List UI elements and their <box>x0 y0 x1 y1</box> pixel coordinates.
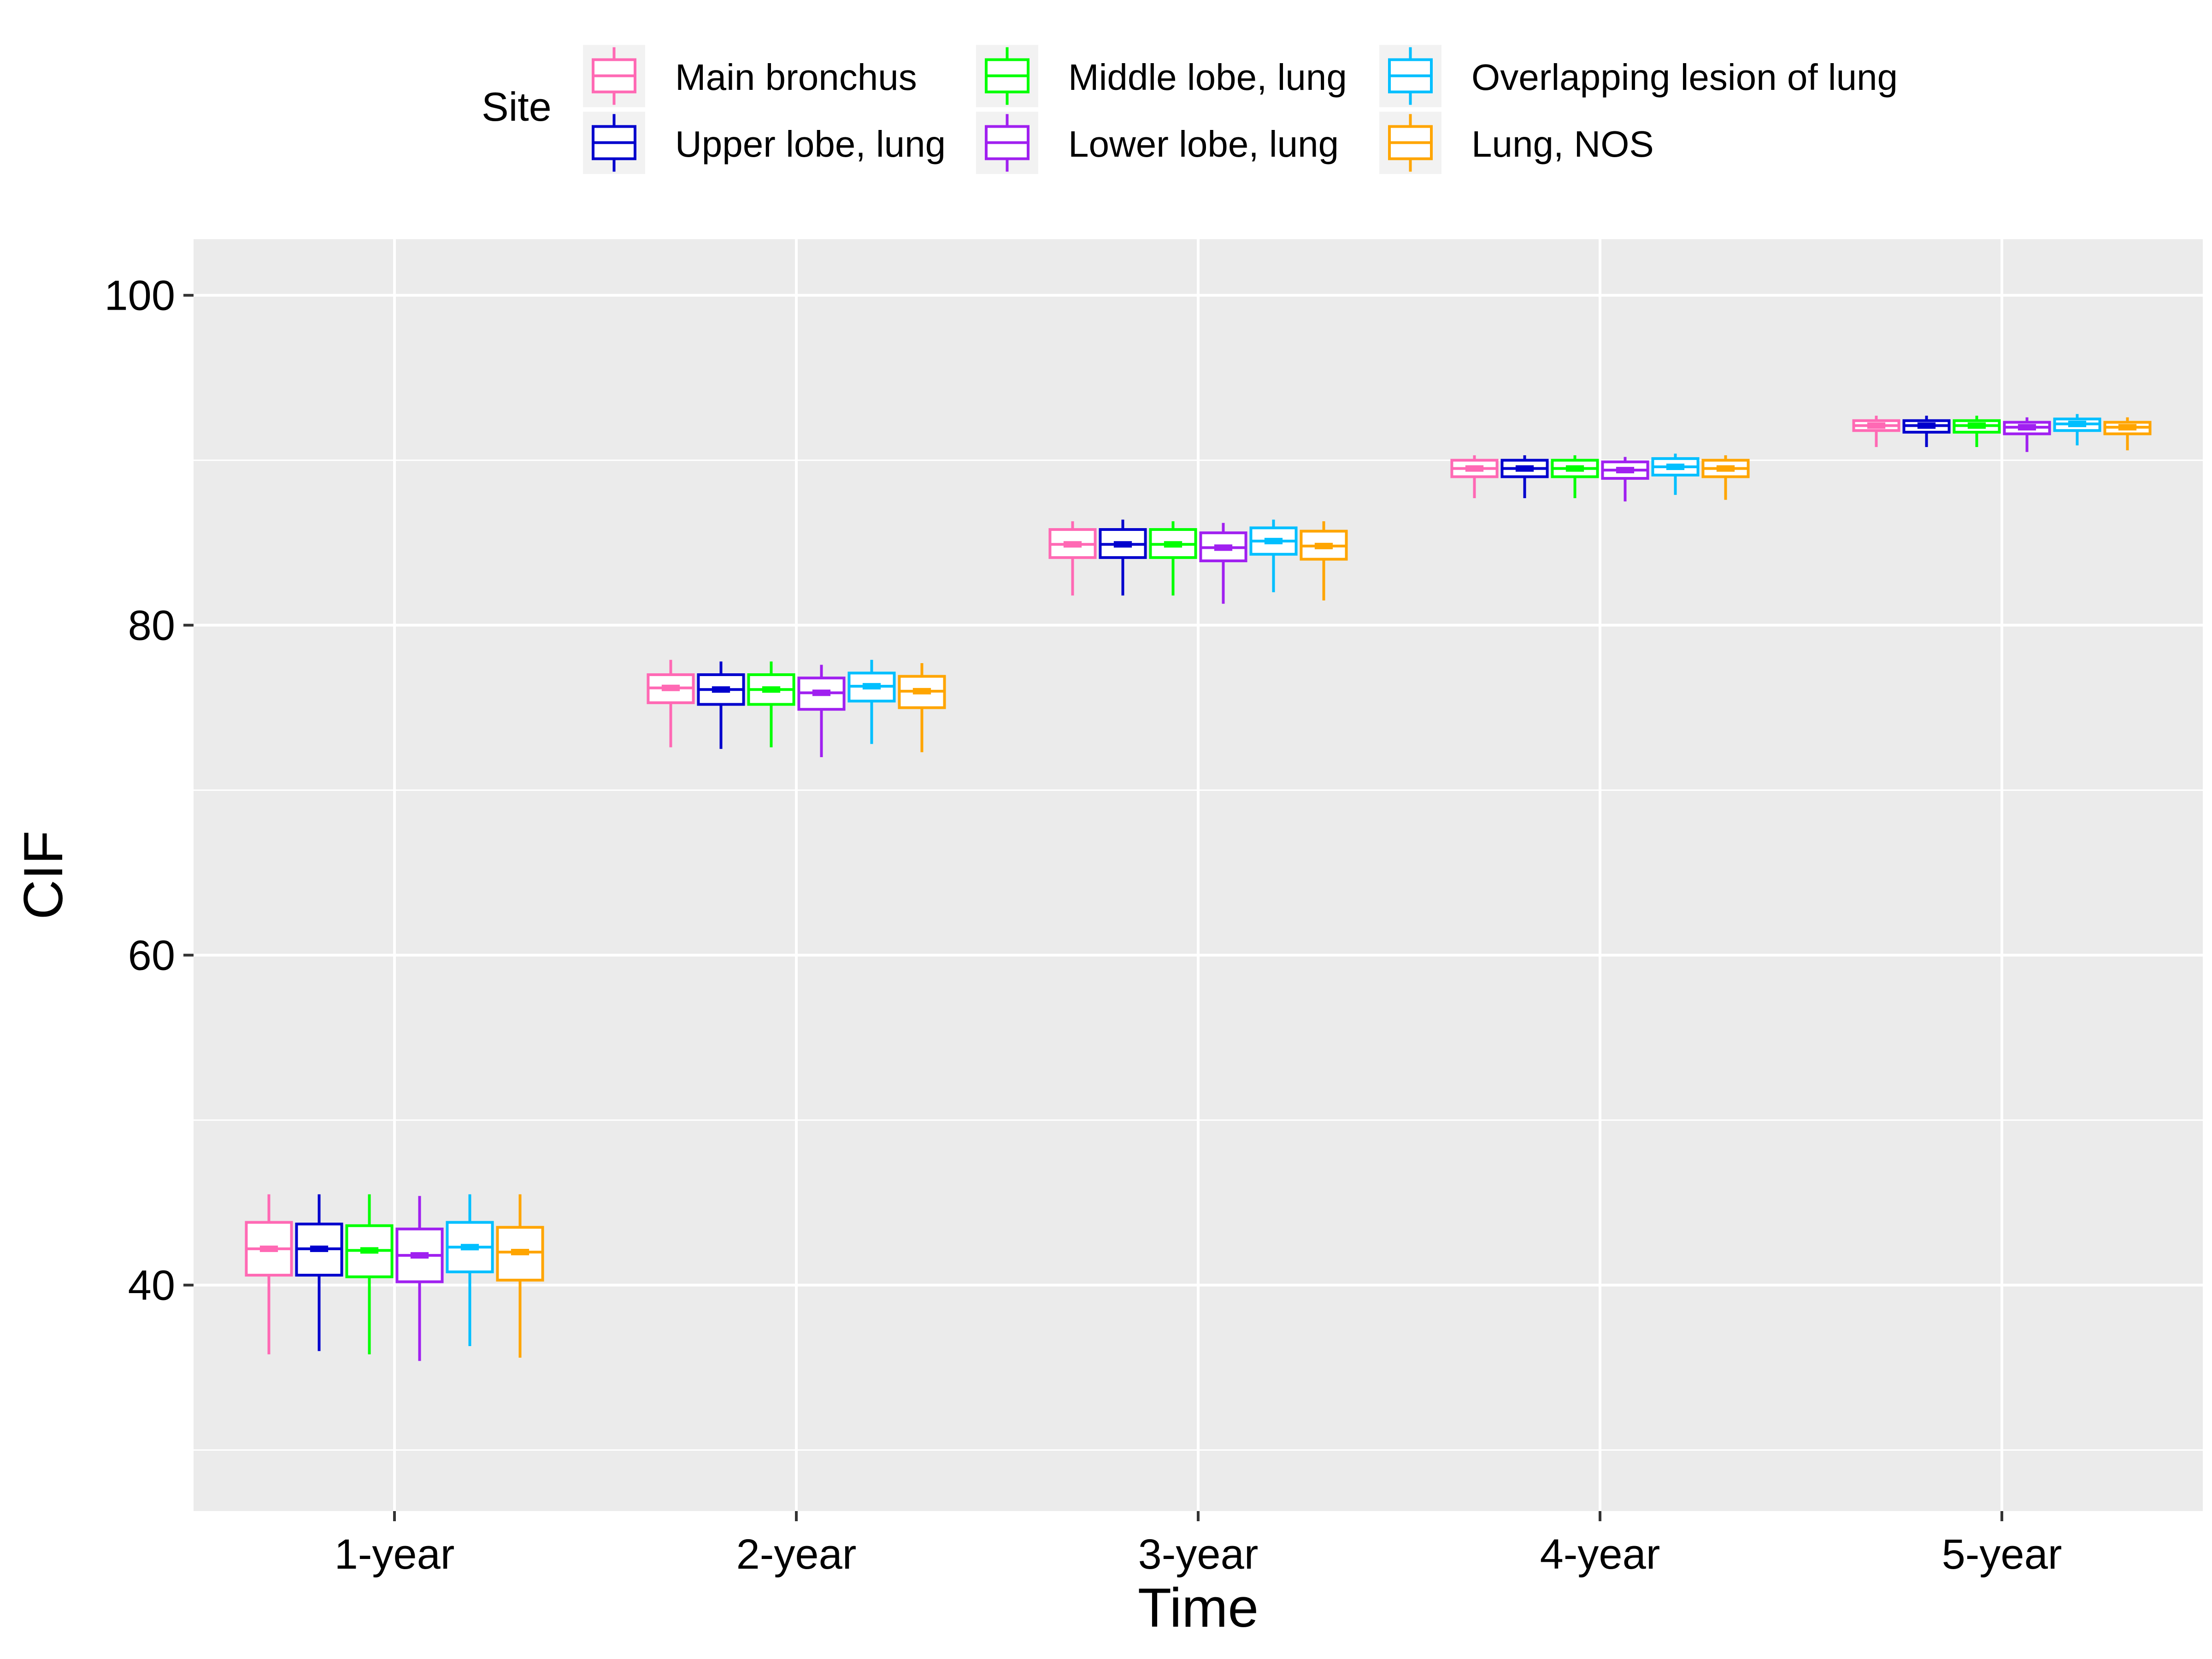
box-2-0 <box>1048 521 1097 596</box>
y-axis-title: CIF <box>12 830 74 919</box>
box-0-5 <box>496 1194 544 1358</box>
y-tick-label: 100 <box>105 272 176 319</box>
box-1-3 <box>797 665 846 758</box>
legend-item: Middle lobe, lung <box>976 45 1347 107</box>
box-3-3 <box>1601 457 1649 502</box>
box-3-0 <box>1450 455 1499 499</box>
box-2-3 <box>1199 523 1247 604</box>
box-2-5 <box>1300 521 1348 600</box>
legend-label: Lung, NOS <box>1471 124 1654 165</box>
legend-label: Upper lobe, lung <box>675 124 946 165</box>
boxes-layer <box>245 414 2152 1361</box>
box-2-2 <box>1149 521 1197 596</box>
x-axis-title: Time <box>1138 1577 1259 1639</box>
box-4-0 <box>1852 416 1900 447</box>
box-3-5 <box>1701 455 1750 500</box>
grid-major <box>194 239 2203 1511</box>
legend-item: Main bronchus <box>583 45 917 107</box>
box-1-2 <box>747 661 795 747</box>
box-1-1 <box>697 661 745 749</box>
legend-label: Main bronchus <box>675 57 917 98</box>
legend-item: Lower lobe, lung <box>976 112 1339 174</box>
box-3-4 <box>1651 453 1700 495</box>
x-tick-label: 1-year <box>335 1531 455 1578</box>
box-4-4 <box>2053 414 2101 446</box>
box-4-3 <box>2003 417 2051 452</box>
box-0-0 <box>245 1194 293 1354</box>
box-0-4 <box>446 1194 494 1347</box>
box-4-2 <box>1953 416 2001 447</box>
box-2-1 <box>1099 519 1147 596</box>
x-tick-label: 3-year <box>1138 1531 1259 1578</box>
box-3-2 <box>1551 455 1599 499</box>
legend-title: Site <box>482 84 552 129</box>
x-tick-label: 2-year <box>736 1531 857 1578</box>
x-tick-label: 5-year <box>1942 1531 2062 1578</box>
legend-item: Overlapping lesion of lung <box>1379 45 1898 107</box>
box-4-5 <box>2103 417 2152 451</box>
legend-label: Lower lobe, lung <box>1068 124 1339 165</box>
x-axis: 1-year 2-year 3-year 4-year 5-year <box>335 1511 2062 1578</box>
x-tick-label: 4-year <box>1540 1531 1660 1578</box>
y-tick-label: 60 <box>128 932 175 979</box>
box-1-0 <box>647 659 695 747</box>
box-0-2 <box>345 1194 394 1354</box>
legend: Site Main bronchus Upper lobe, lung Middle… <box>482 45 1898 174</box>
box-0-1 <box>295 1194 343 1351</box>
y-tick-label: 40 <box>128 1262 175 1309</box>
box-4-1 <box>1902 416 1951 447</box>
box-1-5 <box>898 663 946 753</box>
box-0-3 <box>395 1196 444 1361</box>
legend-label: Overlapping lesion of lung <box>1471 57 1898 98</box>
legend-item: Lung, NOS <box>1379 112 1654 174</box>
box-2-4 <box>1249 519 1298 593</box>
y-tick-label: 80 <box>128 602 175 649</box>
legend-item: Upper lobe, lung <box>583 112 946 174</box>
box-body <box>496 1226 544 1282</box>
y-axis: 40 60 80 100 <box>105 272 194 1309</box>
box-1-4 <box>847 659 896 744</box>
box-3-1 <box>1500 455 1549 499</box>
legend-label: Middle lobe, lung <box>1068 57 1347 98</box>
